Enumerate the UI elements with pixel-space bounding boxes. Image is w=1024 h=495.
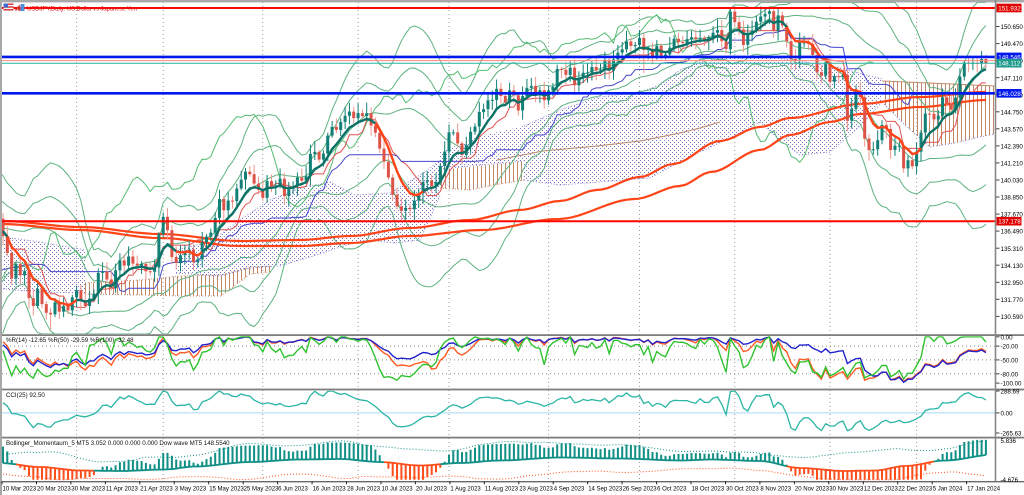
svg-text:138.850: 138.850	[1001, 195, 1024, 202]
svg-text:131.770: 131.770	[1001, 297, 1024, 304]
svg-text:141.210: 141.210	[1001, 161, 1024, 168]
svg-text:23 Aug 2023: 23 Aug 2023	[519, 486, 553, 492]
svg-text:10 Mar 2023: 10 Mar 2023	[3, 486, 37, 492]
svg-text:130.590: 130.590	[1001, 314, 1024, 321]
svg-text:143.570: 143.570	[1001, 126, 1024, 133]
svg-text:17 Jan 2024: 17 Jan 2024	[967, 486, 1001, 492]
svg-text:144.750: 144.750	[1001, 109, 1024, 116]
svg-text:8 Nov 2023: 8 Nov 2023	[760, 486, 791, 492]
svg-text:140.030: 140.030	[1001, 178, 1024, 185]
svg-text:3 May 2023: 3 May 2023	[175, 486, 207, 492]
svg-text:6 Jun 2023: 6 Jun 2023	[278, 486, 308, 492]
svg-text:151.932: 151.932	[998, 6, 1021, 13]
svg-text:CCI(25) 92.50: CCI(25) 92.50	[6, 392, 45, 399]
svg-text:5 Jan 2024: 5 Jan 2024	[933, 486, 963, 492]
svg-text:20 Jul 2023: 20 Jul 2023	[416, 486, 448, 492]
svg-text:4 Sep 2023: 4 Sep 2023	[554, 486, 585, 492]
svg-text:USDJPY,Daily: US Dollar vs Jap: USDJPY,Daily: US Dollar vs Japanese Yen	[27, 5, 137, 12]
svg-text:26 Sep 2023: 26 Sep 2023	[623, 486, 658, 492]
svg-text:148.112: 148.112	[998, 61, 1020, 68]
svg-text:1 Aug 2023: 1 Aug 2023	[450, 486, 481, 492]
svg-text:16 Jun 2023: 16 Jun 2023	[313, 486, 347, 492]
svg-text:25 May 2023: 25 May 2023	[244, 486, 279, 492]
svg-text:30 Mar 2023: 30 Mar 2023	[71, 486, 105, 492]
svg-text:11 Apr 2023: 11 Apr 2023	[106, 486, 139, 492]
svg-text:Bollinger_Momentaum_5 MT5 3.05: Bollinger_Momentaum_5 MT5 3.052 0.000 0.…	[6, 440, 230, 447]
svg-text:14 Sep 2023: 14 Sep 2023	[588, 486, 623, 492]
svg-text:146.028: 146.028	[998, 91, 1021, 98]
svg-text:-4.676: -4.676	[1001, 477, 1019, 484]
svg-text:132.950: 132.950	[1001, 280, 1024, 287]
svg-text:142.390: 142.390	[1001, 144, 1024, 151]
svg-text:22 Dec 2023: 22 Dec 2023	[898, 486, 933, 492]
svg-text:-80.00: -80.00	[1001, 371, 1019, 378]
svg-text:-265.63: -265.63	[1001, 431, 1023, 438]
svg-text:147.110: 147.110	[1001, 75, 1023, 82]
svg-text:20 Mar 2023: 20 Mar 2023	[37, 486, 71, 492]
svg-text:149.470: 149.470	[1001, 41, 1024, 48]
svg-text:%R(14) -12.65 %R(50) -29.59 %R: %R(14) -12.65 %R(50) -29.59 %R(100) -32.…	[6, 337, 134, 344]
svg-text:-20.00: -20.00	[1001, 344, 1019, 351]
svg-text:136.490: 136.490	[1001, 229, 1024, 236]
svg-text:30 Nov 2023: 30 Nov 2023	[829, 486, 864, 492]
svg-text:288.69: 288.69	[1001, 389, 1020, 396]
svg-text:135.310: 135.310	[1001, 246, 1024, 253]
svg-text:137.670: 137.670	[1001, 212, 1024, 219]
svg-text:10 Jul 2023: 10 Jul 2023	[382, 486, 414, 492]
svg-text:21 Apr 2023: 21 Apr 2023	[140, 486, 173, 492]
svg-text:-100.00: -100.00	[1001, 381, 1023, 388]
svg-text:0.00: 0.00	[1001, 411, 1014, 418]
svg-text:30 Oct 2023: 30 Oct 2023	[726, 486, 759, 492]
svg-text:5.836: 5.836	[1001, 438, 1017, 445]
svg-text:150.650: 150.650	[1001, 24, 1024, 31]
svg-text:20 Nov 2023: 20 Nov 2023	[795, 486, 830, 492]
svg-text:6 Oct 2023: 6 Oct 2023	[657, 486, 687, 492]
svg-text:28 Jun 2023: 28 Jun 2023	[347, 486, 381, 492]
svg-text:137.178: 137.178	[998, 219, 1021, 226]
svg-text:-50.00: -50.00	[1001, 358, 1019, 365]
svg-text:11 Aug 2023: 11 Aug 2023	[485, 486, 519, 492]
svg-text:134.130: 134.130	[1001, 263, 1024, 270]
svg-text:148.546: 148.546	[998, 54, 1021, 61]
svg-text:0.00: 0.00	[1001, 334, 1014, 341]
svg-text:18 Oct 2023: 18 Oct 2023	[692, 486, 725, 492]
svg-text:12 Dec 2023: 12 Dec 2023	[864, 486, 899, 492]
svg-text:15 May 2023: 15 May 2023	[209, 486, 244, 492]
